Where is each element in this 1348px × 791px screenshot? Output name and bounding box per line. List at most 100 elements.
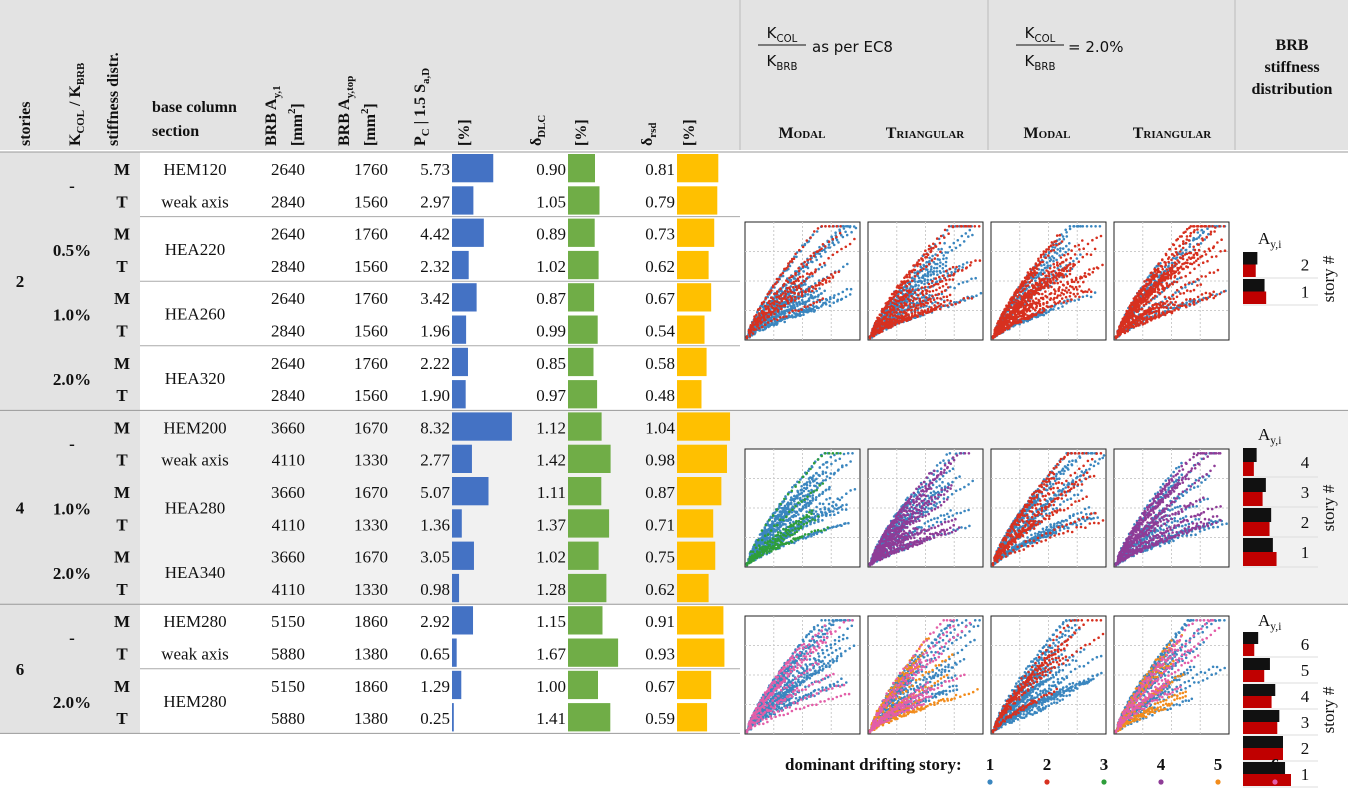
k-ratio-value: 0.5% xyxy=(53,241,91,260)
rsd-bar xyxy=(677,218,715,247)
aytop-value: 1560 xyxy=(354,386,388,405)
pc-value: 0.65 xyxy=(420,645,450,664)
left-columns-bg xyxy=(0,410,140,605)
profile-story: 2 xyxy=(1301,739,1310,758)
distribution-code: M xyxy=(114,160,130,179)
base-section: HEM280 xyxy=(163,692,226,711)
dlc-value: 0.85 xyxy=(536,354,566,373)
base-section: HEA340 xyxy=(165,563,225,582)
legend-label: 6 xyxy=(1271,755,1280,774)
ay1-value: 3660 xyxy=(271,548,305,567)
dlc-value: 1.12 xyxy=(536,418,566,437)
dlc-bar xyxy=(568,670,598,700)
base-section: weak axis xyxy=(161,645,229,664)
left-columns-bg xyxy=(0,604,140,734)
aytop-value: 1760 xyxy=(354,160,388,179)
rsd-value: 1.04 xyxy=(645,418,675,437)
pc-bar xyxy=(452,283,477,312)
header-aytop-part: y,top xyxy=(344,76,356,99)
dlc-bar xyxy=(568,218,595,247)
dlc-value: 1.05 xyxy=(536,192,566,211)
profile-bar-triangular xyxy=(1243,552,1277,566)
scatter-dots xyxy=(991,452,1105,567)
profile-bar-triangular xyxy=(1243,291,1267,304)
header-dlc: δDLC xyxy=(528,115,548,146)
legend-dot xyxy=(1044,779,1050,785)
header-dlc-part: DLC xyxy=(536,115,548,138)
rsd-bar xyxy=(677,606,724,635)
profile-header: BRB xyxy=(1276,37,1309,54)
ay1-value: 2840 xyxy=(271,257,305,276)
profile-bar-modal xyxy=(1243,252,1258,265)
dlc-bar xyxy=(568,283,595,312)
dlc-value: 1.00 xyxy=(536,677,566,696)
profile-bar-modal xyxy=(1243,710,1280,722)
legend-label: 1 xyxy=(986,755,995,774)
dlc-bar xyxy=(568,315,598,344)
profile-story: 1 xyxy=(1301,543,1310,562)
scatter-dots xyxy=(868,452,971,567)
header-dlc-unit: [%] xyxy=(573,119,590,146)
profile-bar-modal xyxy=(1243,448,1257,462)
base-section: HEM120 xyxy=(163,160,226,179)
pc-bar xyxy=(452,541,474,570)
header-aytop-part: BRB A xyxy=(336,98,353,146)
pc-value: 5.73 xyxy=(420,160,450,179)
scatter-dots xyxy=(991,233,1104,340)
base-section: weak axis xyxy=(161,192,229,211)
profile-axis: story # xyxy=(1319,255,1338,302)
distribution-code: M xyxy=(114,225,130,244)
dlc-bar xyxy=(568,573,607,603)
distribution-code: T xyxy=(116,451,128,470)
header-base: base column xyxy=(152,99,237,116)
legend-dot xyxy=(1272,779,1278,785)
dlc-bar xyxy=(568,703,611,732)
profile-bar-triangular xyxy=(1243,722,1278,734)
profile-bar-triangular xyxy=(1243,774,1291,786)
pc-bar xyxy=(452,250,469,280)
profile-bar-modal xyxy=(1243,508,1272,522)
rsd-value: 0.62 xyxy=(645,580,675,599)
distribution-code: T xyxy=(116,322,128,341)
pc-bar xyxy=(452,347,468,377)
dlc-value: 1.67 xyxy=(536,645,566,664)
rsd-bar xyxy=(677,412,731,441)
profile-bar-triangular xyxy=(1243,748,1283,760)
profile-title-part: A xyxy=(1258,425,1271,444)
dlc-value: 1.42 xyxy=(536,451,566,470)
dlc-value: 1.11 xyxy=(537,483,566,502)
k-ratio-value: - xyxy=(69,176,75,195)
rsd-bar xyxy=(677,444,727,473)
pc-value: 1.36 xyxy=(420,515,450,534)
profile-story: 6 xyxy=(1301,635,1310,654)
base-section: HEA280 xyxy=(165,498,225,517)
header-stories: stories xyxy=(17,102,34,146)
pc-value: 5.07 xyxy=(420,483,450,502)
distribution-code: T xyxy=(116,515,128,534)
ratio-numerator-part: COL xyxy=(777,34,798,45)
dlc-value: 1.02 xyxy=(536,548,566,567)
stories-value: 6 xyxy=(16,660,25,679)
ay1-value: 3660 xyxy=(271,483,305,502)
distribution-code: T xyxy=(116,257,128,276)
profile-bar-modal xyxy=(1243,478,1266,492)
distribution-code: M xyxy=(114,289,130,308)
pc-bar xyxy=(452,154,494,183)
pc-bar xyxy=(452,638,457,667)
mode-label: Modal xyxy=(1024,125,1071,142)
base-section: HEA220 xyxy=(165,240,225,259)
dlc-value: 0.99 xyxy=(536,322,566,341)
ratio-denominator-part: BRB xyxy=(776,62,797,73)
header-k-ratio-part: COL xyxy=(75,110,87,134)
rsd-bar xyxy=(677,283,712,312)
dlc-value: 0.87 xyxy=(536,289,566,308)
header-aytop-unit: [mm2] xyxy=(359,103,379,146)
profile-bar-modal xyxy=(1243,736,1283,748)
pc-value: 3.05 xyxy=(420,548,450,567)
profile-story: 2 xyxy=(1301,513,1310,532)
distribution-code: T xyxy=(116,580,128,599)
profile-axis: story # xyxy=(1319,484,1338,531)
pc-bar xyxy=(452,509,462,538)
distribution-code: T xyxy=(116,386,128,405)
